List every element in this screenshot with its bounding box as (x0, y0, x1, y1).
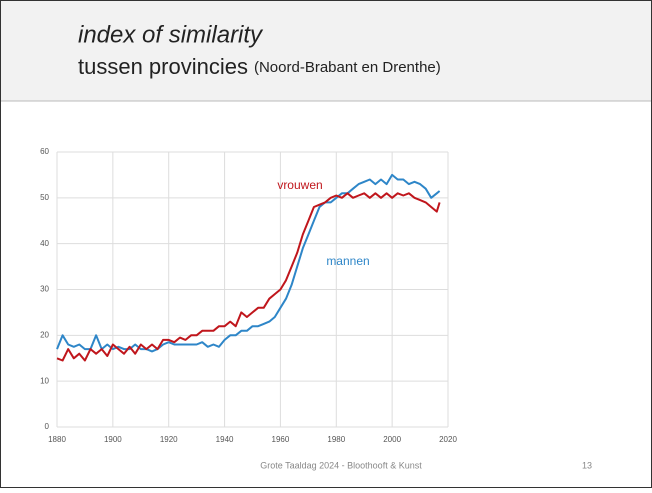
y-tick-label: 30 (40, 285, 49, 294)
x-tick-label: 2020 (439, 435, 457, 444)
slide-subtitle: tussen provincies (Noord-Brabant en Drent… (78, 54, 441, 79)
x-tick-label: 1880 (48, 435, 66, 444)
page-number: 13 (582, 460, 592, 470)
series-line (56, 192, 441, 362)
y-tick-label: 20 (40, 330, 49, 339)
y-tick-label: 60 (40, 147, 49, 156)
x-tick-label: 1920 (160, 435, 178, 444)
subtitle-note: (Noord-Brabant en Drenthe) (254, 59, 441, 76)
header-background (1, 1, 651, 101)
x-tick-label: 1900 (104, 435, 122, 444)
y-tick-label: 0 (45, 422, 50, 431)
y-tick-label: 50 (40, 193, 49, 202)
x-tick-label: 2000 (383, 435, 401, 444)
x-tick-label: 1980 (327, 435, 345, 444)
y-tick-label: 40 (40, 239, 49, 248)
y-tick-label: 10 (40, 376, 49, 385)
slide-title: index of similarity (78, 21, 264, 48)
series-line (56, 173, 441, 353)
series-label: vrouwen (277, 178, 322, 192)
series-label: mannen (326, 254, 369, 268)
footer: Grote Taaldag 2024 - Bloothooft & Kunst (260, 460, 422, 470)
x-tick-label: 1960 (272, 435, 290, 444)
subtitle-main: tussen provincies (78, 54, 248, 79)
x-tick-label: 1940 (216, 435, 234, 444)
